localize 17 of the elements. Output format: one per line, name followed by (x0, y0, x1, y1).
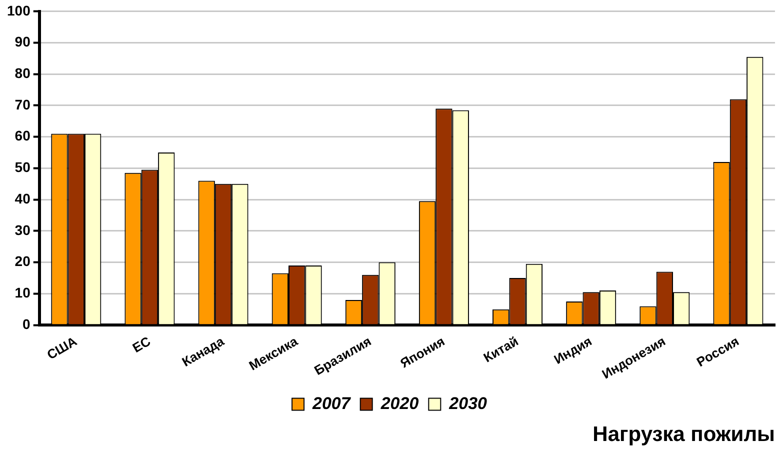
text: Нагрузка пожилы (592, 423, 775, 446)
legend-label: 2007 (312, 394, 352, 413)
y-tick-label: 60 (14, 128, 31, 144)
y-tick-label: 20 (14, 253, 31, 270)
x-tick-label: США (44, 333, 80, 362)
y-tick-label: 40 (14, 190, 31, 206)
y-tick-label: 80 (14, 64, 31, 81)
y-tick-label: 90 (14, 34, 31, 50)
y-tick-label: 0 (22, 316, 31, 332)
legend-label: 2020 (380, 394, 420, 413)
y-tick-label: 50 (14, 159, 31, 176)
x-tick-label: ЕС (130, 333, 154, 356)
y-tick-label: 30 (14, 222, 31, 238)
y-tick-label: 100 (7, 2, 31, 18)
y-tick-label: 10 (14, 284, 31, 301)
legend-label: 2030 (448, 394, 488, 413)
y-tick-label: 70 (14, 96, 31, 112)
